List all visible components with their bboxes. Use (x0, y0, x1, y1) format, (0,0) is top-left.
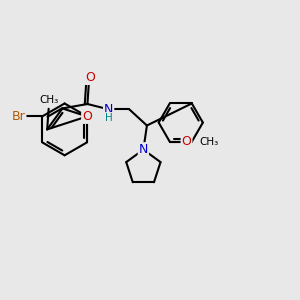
Text: CH₃: CH₃ (199, 137, 218, 147)
Text: O: O (82, 110, 92, 123)
Text: O: O (85, 71, 95, 84)
Text: O: O (182, 135, 191, 148)
Text: Br: Br (12, 110, 26, 123)
Text: N: N (139, 143, 148, 156)
Text: N: N (104, 103, 113, 116)
Text: CH₃: CH₃ (39, 95, 58, 105)
Text: H: H (105, 112, 113, 123)
